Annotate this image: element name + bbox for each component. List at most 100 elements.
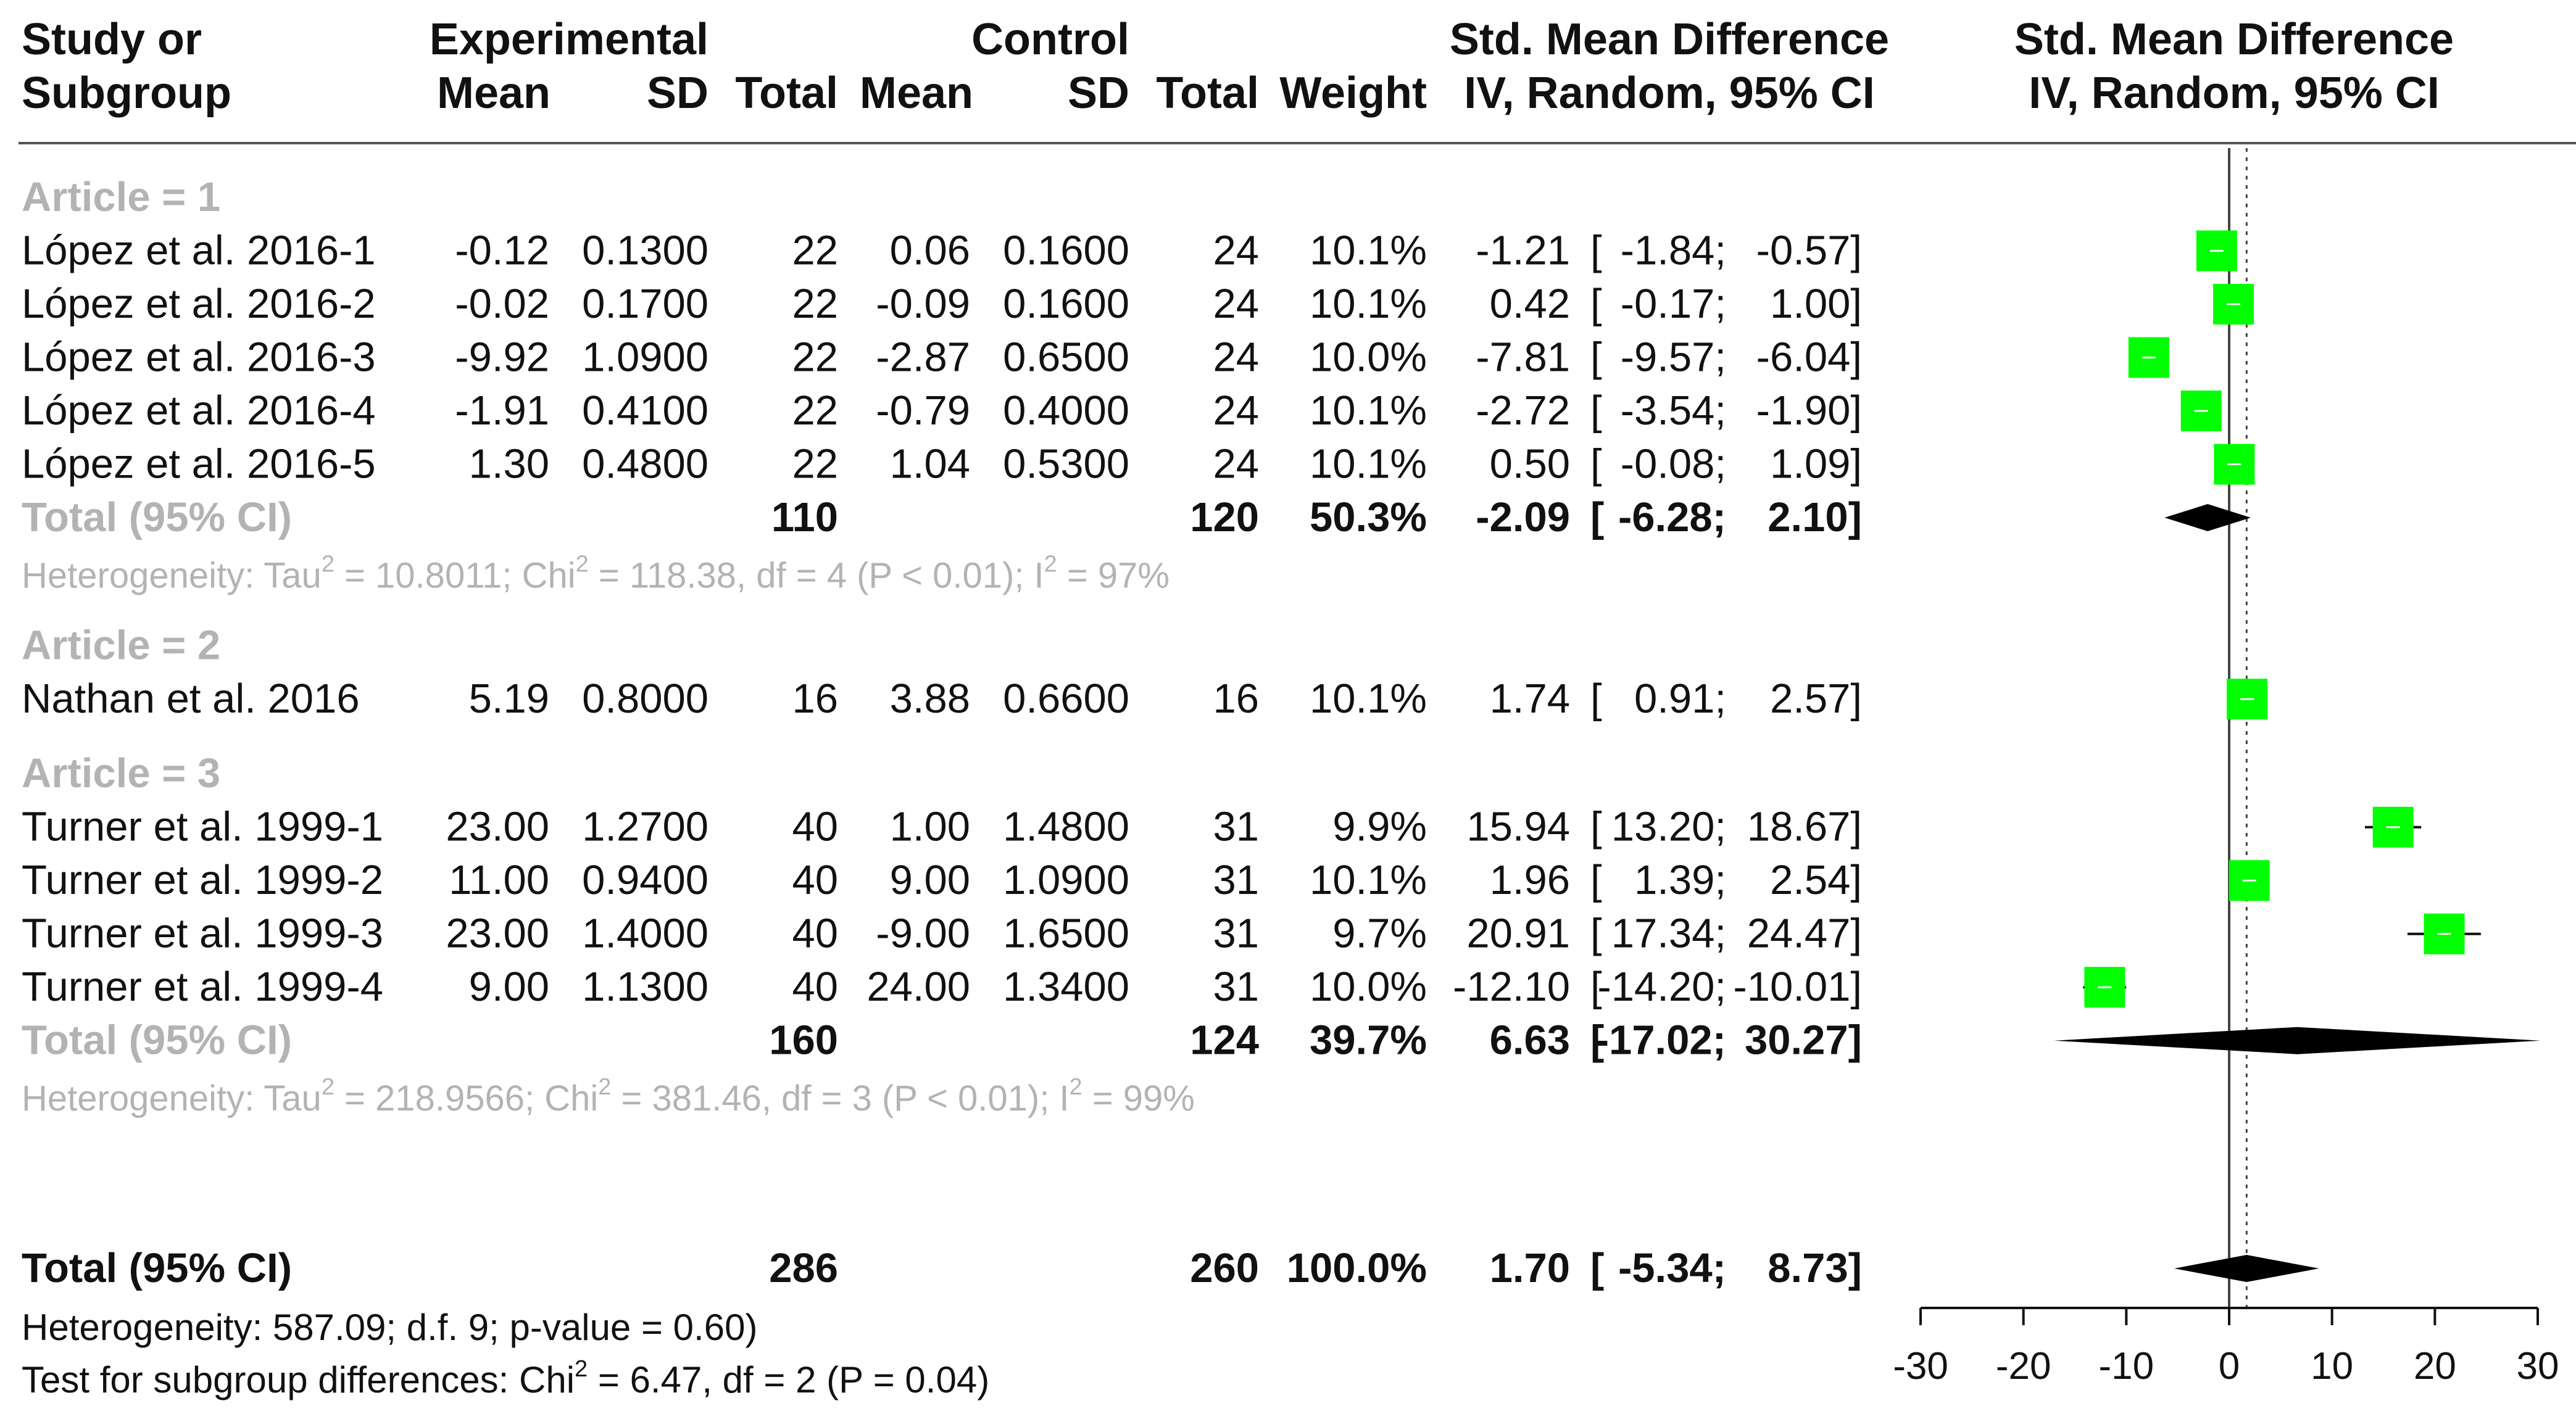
plot-title-line1: Std. Mean Difference	[2014, 15, 2454, 64]
exp-mean: -0.02	[455, 281, 549, 327]
overall-heterogeneity: Heterogeneity: 587.09; d.f. 9; p-value =…	[22, 1307, 757, 1348]
exp-total: 22	[792, 281, 838, 327]
exp-sd: 0.4800	[582, 441, 708, 487]
header-exp-sd: SD	[647, 68, 708, 118]
study-row: López et al. 2016-1 -0.12 0.1300 22 0.06 0.16…	[22, 228, 1862, 274]
exp-mean: -0.12	[455, 228, 549, 274]
ci-upper: 2.57]	[1770, 676, 1862, 722]
study-name: Turner et al. 1999-3	[22, 911, 383, 957]
study-name: López et al. 2016-2	[22, 281, 376, 327]
header-exp-mean: Mean	[437, 68, 551, 118]
ci-upper: -10.01]	[1733, 964, 1862, 1010]
study-name: López et al. 2016-4	[22, 387, 376, 434]
study-row: Nathan et al. 2016 5.19 0.8000 16 3.88 0.6600…	[22, 676, 1862, 722]
exp-sd: 0.4100	[582, 387, 708, 434]
ctrl-total: 120	[1190, 494, 1259, 540]
ctrl-total: 260	[1190, 1245, 1259, 1291]
ci-lower: -5.34;	[1618, 1245, 1726, 1291]
ctrl-mean: -0.09	[876, 281, 970, 327]
ci-bracket-open: [	[1590, 494, 1604, 540]
subgroup-label: Article = 2	[22, 623, 220, 669]
total-label: Total (95% CI)	[22, 1245, 292, 1291]
weight: 10.1%	[1310, 228, 1427, 274]
plot-title-line2: IV, Random, 95% CI	[2029, 68, 2440, 118]
subgroup-label: Article = 3	[22, 750, 220, 796]
smd-estimate: -7.81	[1476, 334, 1570, 381]
ci-upper: -1.90]	[1756, 387, 1862, 434]
ctrl-total: 24	[1213, 441, 1259, 487]
ci-lower: 0.91;	[1634, 676, 1726, 722]
ci-lower: 17.34;	[1611, 911, 1726, 957]
study-name: Turner et al. 1999-4	[22, 964, 383, 1010]
study-row: López et al. 2016-2 -0.02 0.1700 22 -0.09 0.1…	[22, 281, 1862, 327]
pooled-diamond	[2174, 1255, 2319, 1282]
ci-bracket-open: [	[1590, 387, 1602, 434]
smd-estimate: -2.09	[1476, 494, 1570, 540]
study-row: Turner et al. 1999-1 23.00 1.2700 40 1.00 1.4…	[22, 804, 1862, 850]
exp-sd: 1.1300	[582, 964, 708, 1010]
ctrl-total: 124	[1190, 1017, 1259, 1064]
smd-estimate: 1.70	[1490, 1245, 1570, 1291]
ctrl-sd: 0.4000	[1003, 387, 1129, 434]
ctrl-mean: 1.04	[890, 441, 970, 487]
x-tick-label: -30	[1893, 1345, 1948, 1388]
ci-bracket-open: [	[1590, 676, 1602, 722]
exp-sd: 0.1300	[582, 228, 708, 274]
header-smd-line1: Std. Mean Difference	[1450, 15, 1889, 64]
ci-lower: -6.28;	[1618, 494, 1726, 540]
total-label: Total (95% CI)	[22, 1017, 292, 1064]
ctrl-sd: 0.6500	[1003, 334, 1129, 381]
exp-sd: 0.8000	[582, 676, 708, 722]
exp-total: 40	[792, 857, 838, 903]
ci-upper: 24.47]	[1747, 911, 1862, 957]
ci-lower: -17.02;	[1595, 1017, 1726, 1064]
subgroup-difference-test: Test for subgroup differences: Chi2 = 6.…	[22, 1356, 989, 1400]
ctrl-mean: 0.06	[890, 228, 970, 274]
ci-bracket-open: [	[1590, 911, 1602, 957]
weight: 10.1%	[1310, 676, 1427, 722]
x-tick-label: 0	[2219, 1345, 2240, 1388]
study-row: López et al. 2016-4 -1.91 0.4100 22 -0.79 0.4…	[22, 387, 1862, 434]
exp-total: 286	[769, 1245, 838, 1291]
study-name: López et al. 2016-5	[22, 441, 376, 487]
exp-total: 16	[792, 676, 838, 722]
study-name: López et al. 2016-3	[22, 334, 376, 381]
weight: 9.7%	[1332, 911, 1427, 957]
forest-plot-area: -30 -20 -10 0 10 20 30	[1893, 148, 2559, 1388]
header-ctrl-mean: Mean	[860, 68, 973, 118]
ctrl-total: 31	[1213, 857, 1259, 903]
exp-mean: -9.92	[455, 334, 549, 381]
ctrl-mean: 3.88	[890, 676, 970, 722]
ctrl-sd: 1.6500	[1003, 911, 1129, 957]
ctrl-total: 31	[1213, 964, 1259, 1010]
ci-bracket-open: [	[1590, 334, 1602, 381]
ctrl-mean: 1.00	[890, 804, 970, 850]
ctrl-mean: 9.00	[890, 857, 970, 903]
exp-sd: 1.0900	[582, 334, 708, 381]
ctrl-total: 24	[1213, 281, 1259, 327]
ci-bracket-open: [	[1590, 441, 1602, 487]
ctrl-mean: -2.87	[876, 334, 970, 381]
subgroup-total-row: Total (95% CI) 110 120 50.3% -2.09 [-6.28; 2.1…	[22, 494, 1862, 540]
exp-sd: 0.1700	[582, 281, 708, 327]
study-name: Nathan et al. 2016	[22, 676, 360, 722]
ci-lower: -3.54;	[1621, 387, 1726, 434]
header-smd-line2: IV, Random, 95% CI	[1464, 68, 1875, 118]
smd-estimate: 1.96	[1490, 857, 1570, 903]
total-label: Total (95% CI)	[22, 494, 292, 540]
ctrl-sd: 0.1600	[1003, 281, 1129, 327]
study-name: Turner et al. 1999-2	[22, 857, 383, 903]
exp-total: 22	[792, 228, 838, 274]
ctrl-mean: -9.00	[876, 911, 970, 957]
study-row: Turner et al. 1999-3 23.00 1.4000 40 -9.00 1.…	[22, 911, 1862, 957]
ci-lower: 1.39;	[1634, 857, 1726, 903]
subgroup-label: Article = 1	[22, 174, 220, 220]
pooled-diamond	[2054, 1027, 2541, 1054]
x-tick-label: -20	[1996, 1345, 2051, 1388]
study-row: Turner et al. 1999-4 9.00 1.1300 40 24.00 1.3…	[22, 964, 1862, 1010]
ci-lower: -9.57;	[1621, 334, 1726, 381]
weight: 39.7%	[1310, 1017, 1427, 1064]
ci-upper: 18.67]	[1747, 804, 1862, 850]
ctrl-sd: 0.6600	[1003, 676, 1129, 722]
